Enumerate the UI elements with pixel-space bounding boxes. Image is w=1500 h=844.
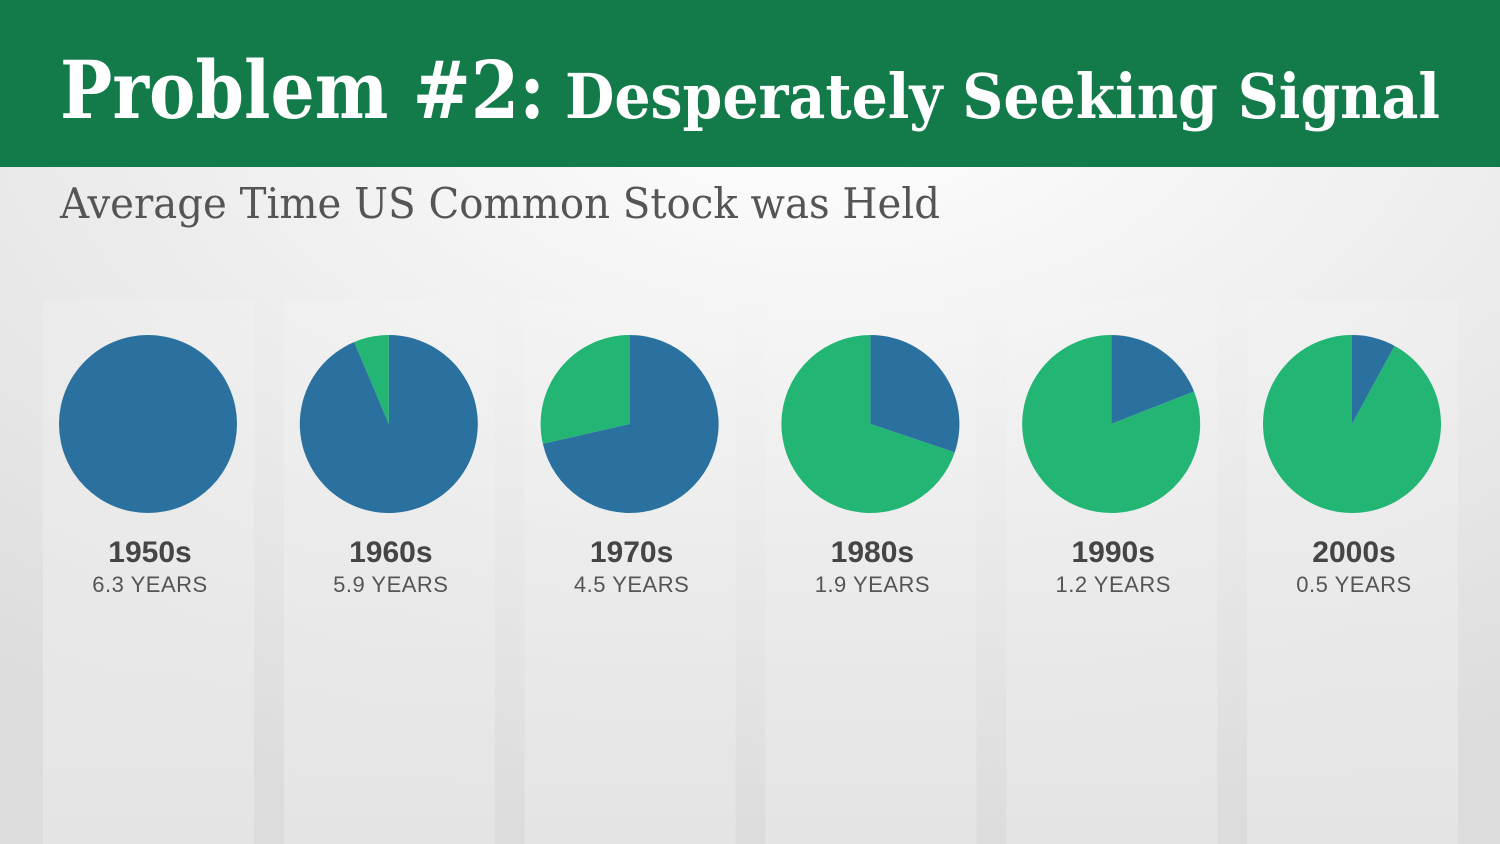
header-bar <box>0 0 1500 167</box>
pie-remainder <box>1262 334 1441 513</box>
pie-remainder <box>540 335 630 444</box>
value-label: 6.3 YEARS <box>92 572 207 597</box>
pie-slice <box>542 334 719 513</box>
category-label: 2000s <box>1312 536 1395 569</box>
category-label: 1950s <box>108 536 191 569</box>
category-label: 1980s <box>831 536 914 569</box>
value-label: 5.9 YEARS <box>333 572 448 597</box>
value-label: 4.5 YEARS <box>574 572 689 597</box>
pie-remainder <box>1022 335 1201 513</box>
pie-remainder <box>354 335 389 424</box>
value-label: 1.9 YEARS <box>815 572 930 597</box>
value-label: 0.5 YEARS <box>1296 572 1411 597</box>
category-label: 1990s <box>1071 536 1154 569</box>
category-label: 1970s <box>590 536 673 569</box>
chart-title: Desperately Seeking Signal <box>565 60 1440 133</box>
pie-slice <box>299 335 478 514</box>
title-lead: Problem #2: <box>60 43 545 137</box>
category-label: 1960s <box>349 536 432 569</box>
value-label: 1.2 YEARS <box>1056 572 1171 597</box>
pie-slice <box>1352 335 1395 424</box>
pie-slice <box>870 335 960 453</box>
chart-subtitle: Average Time US Common Stock was Held <box>59 179 940 228</box>
pie-slice <box>59 335 237 513</box>
pie-slice <box>1111 335 1195 424</box>
pie-remainder <box>781 335 955 514</box>
